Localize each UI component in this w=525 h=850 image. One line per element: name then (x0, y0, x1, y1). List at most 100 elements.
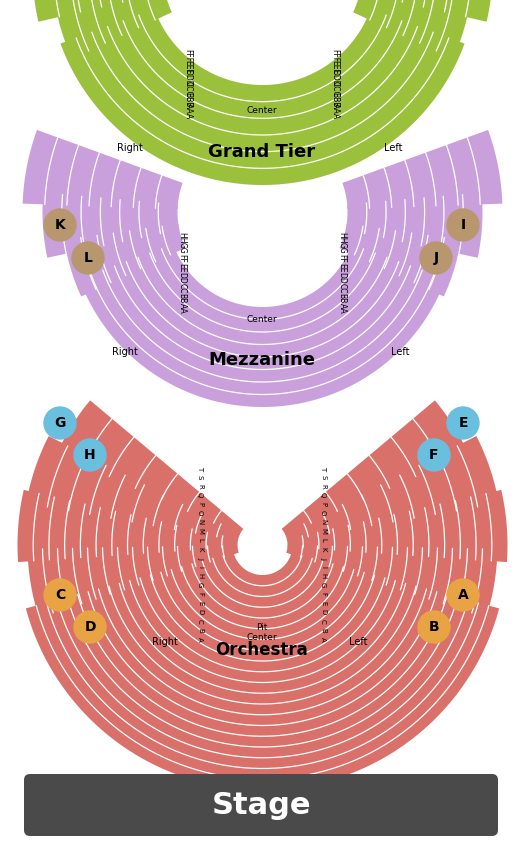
Text: M: M (197, 528, 203, 534)
Text: T: T (197, 466, 203, 470)
Text: K: K (197, 547, 203, 552)
Polygon shape (27, 546, 239, 618)
Text: H: H (197, 574, 203, 579)
Text: A: A (458, 588, 468, 602)
FancyBboxPatch shape (24, 774, 498, 836)
Text: R: R (320, 484, 326, 489)
Text: Center: Center (247, 633, 277, 643)
Circle shape (44, 579, 76, 611)
Text: N: N (197, 519, 203, 524)
Text: GG: GG (177, 242, 186, 254)
Polygon shape (286, 546, 498, 618)
Circle shape (447, 209, 479, 241)
Text: H: H (320, 574, 326, 579)
Text: EE: EE (177, 264, 186, 273)
Text: N: N (320, 519, 326, 524)
Polygon shape (26, 436, 240, 541)
Text: Left: Left (391, 347, 410, 357)
Text: G: G (320, 582, 326, 587)
Text: J: J (320, 557, 326, 559)
Text: Center: Center (247, 105, 277, 115)
Circle shape (74, 439, 106, 471)
Text: Mezzanine: Mezzanine (208, 351, 316, 369)
Text: AAA: AAA (331, 103, 340, 119)
Circle shape (44, 209, 76, 241)
Text: Right: Right (152, 637, 178, 647)
Text: Center: Center (247, 315, 277, 325)
Polygon shape (43, 193, 180, 258)
Text: O: O (320, 510, 326, 516)
Polygon shape (340, 224, 460, 297)
Circle shape (72, 242, 104, 274)
Polygon shape (353, 0, 470, 59)
Text: M: M (320, 528, 326, 534)
Text: K: K (55, 218, 66, 232)
Text: B: B (320, 627, 326, 632)
Text: P: P (320, 502, 326, 506)
Text: DDD: DDD (184, 69, 193, 87)
Text: F: F (320, 592, 326, 596)
Text: F: F (197, 592, 203, 596)
Text: CCC: CCC (184, 81, 193, 97)
Text: J: J (197, 557, 203, 559)
Text: Right: Right (112, 347, 138, 357)
Text: DD: DD (338, 272, 346, 284)
Text: D: D (320, 609, 326, 615)
Text: L: L (320, 538, 326, 542)
Text: G: G (54, 416, 66, 430)
Text: L: L (197, 538, 203, 542)
Text: L: L (83, 251, 92, 265)
Text: H: H (84, 448, 96, 462)
Text: O: O (197, 510, 203, 516)
Text: T: T (320, 466, 326, 470)
Polygon shape (65, 224, 185, 297)
Polygon shape (57, 400, 244, 535)
Text: S: S (320, 475, 326, 479)
Polygon shape (33, 0, 165, 22)
Text: E: E (458, 416, 468, 430)
Text: Right: Right (117, 143, 143, 153)
Text: Q: Q (320, 492, 326, 498)
Text: I: I (460, 218, 466, 232)
Text: A: A (320, 637, 326, 642)
Text: AA: AA (338, 303, 346, 314)
Text: EE: EE (338, 264, 346, 273)
Circle shape (44, 407, 76, 439)
Text: S: S (197, 475, 203, 479)
Text: EEE: EEE (184, 60, 193, 74)
Text: D: D (84, 620, 96, 634)
Text: BBB: BBB (184, 93, 193, 108)
Text: FFF: FFF (184, 49, 193, 63)
Text: HH: HH (338, 232, 346, 244)
Text: G: G (197, 582, 203, 587)
Text: E: E (320, 601, 326, 605)
Text: GG: GG (338, 242, 346, 254)
Text: FF: FF (338, 253, 346, 263)
Text: I: I (197, 566, 203, 568)
Text: I: I (320, 566, 326, 568)
Polygon shape (345, 193, 482, 258)
Text: C: C (320, 619, 326, 623)
Text: C: C (197, 619, 203, 623)
Polygon shape (360, 0, 492, 22)
Text: HH: HH (177, 232, 186, 244)
Polygon shape (287, 490, 508, 562)
Text: BB: BB (177, 293, 186, 303)
Circle shape (74, 611, 106, 643)
Text: DDD: DDD (331, 69, 340, 87)
Text: FF: FF (177, 253, 186, 263)
Text: BB: BB (338, 293, 346, 303)
Text: K: K (320, 547, 326, 552)
Polygon shape (23, 130, 183, 209)
Text: CC: CC (338, 283, 346, 293)
Text: CC: CC (177, 283, 186, 293)
Text: J: J (434, 251, 438, 265)
Polygon shape (79, 245, 446, 407)
Text: EEE: EEE (331, 60, 340, 74)
Polygon shape (17, 490, 238, 562)
Text: Grand Tier: Grand Tier (208, 143, 316, 161)
Text: CCC: CCC (331, 81, 340, 97)
Text: Left: Left (349, 637, 368, 647)
Polygon shape (60, 9, 465, 185)
Text: Left: Left (384, 143, 402, 153)
